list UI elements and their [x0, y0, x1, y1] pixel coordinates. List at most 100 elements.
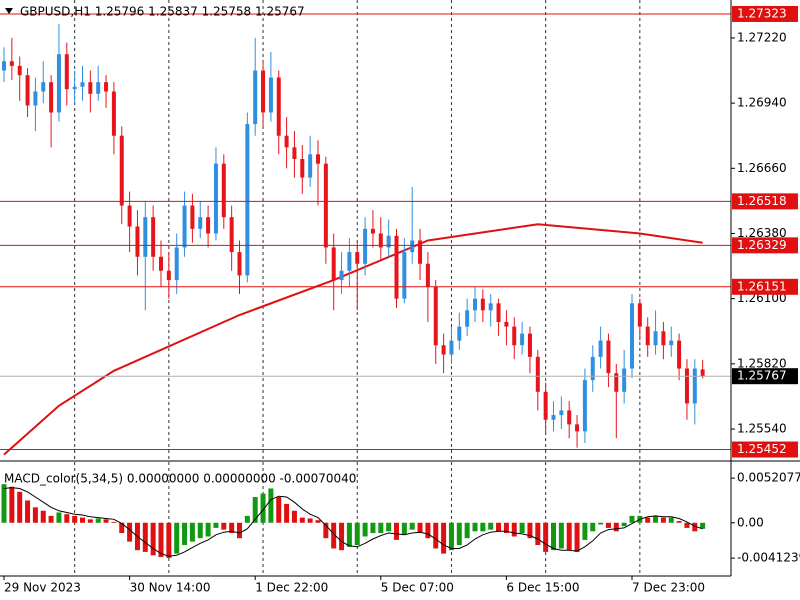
price-level-tag [732, 193, 798, 210]
macd-bar [291, 510, 297, 523]
candle-body [535, 356, 540, 392]
macd-bar [448, 522, 454, 551]
candle-body [355, 252, 360, 264]
y-tick-label: 1.26380 [737, 226, 787, 240]
macd-bar [511, 522, 517, 537]
price-panel: 1.272201.269401.266601.263801.261001.258… [0, 5, 798, 458]
candle-body [590, 356, 595, 381]
macd-bar [582, 522, 588, 540]
candle-body [292, 147, 297, 159]
macd-bar [252, 497, 258, 523]
macd-bar [668, 517, 674, 523]
candle-body [159, 256, 163, 271]
last-price-label: 1.25767 [737, 369, 787, 383]
macd-bar [142, 522, 148, 552]
candle-body [567, 410, 572, 425]
candle-body [614, 373, 619, 392]
candle-body [347, 252, 352, 271]
macd-bar [472, 522, 478, 532]
macd-bar [409, 522, 415, 530]
macd-bar [339, 522, 345, 551]
candle-body [700, 369, 705, 377]
candle-body [104, 82, 109, 92]
collapse-icon[interactable] [5, 8, 13, 14]
candle-body [49, 82, 54, 113]
candle-body [504, 321, 509, 327]
macd-bar [103, 519, 109, 523]
candle-body [441, 345, 446, 355]
price-level-tag [732, 441, 798, 458]
macd-bar [237, 522, 242, 539]
candle-body [622, 368, 627, 392]
candle-body [653, 331, 658, 346]
macd-bar [401, 522, 407, 535]
macd-bar [95, 518, 101, 523]
candle-body [119, 135, 124, 206]
candle-body [268, 77, 273, 113]
candle-body [473, 298, 477, 311]
macd-bar [417, 522, 423, 534]
macd-bar [590, 522, 596, 532]
macd-bar [189, 522, 195, 542]
macd-panel: 0.0052077 0.00 -0.0041239 29 Nov 2023 30 Nov… [1, 471, 800, 595]
macd-bar [551, 522, 556, 551]
candle-body [692, 368, 697, 404]
macd-bar [519, 522, 525, 534]
macd-bar [229, 522, 235, 534]
candle-body [551, 415, 556, 420]
macd-bar [182, 522, 188, 546]
candle-body [410, 240, 415, 253]
macd-bar [221, 522, 227, 530]
macd-bar [276, 497, 282, 523]
macd-bar [346, 522, 352, 547]
price-level-tag [732, 278, 798, 295]
candle-body [684, 368, 689, 404]
macd-bar [535, 522, 541, 546]
candle-body [166, 270, 171, 281]
macd-bar [645, 517, 651, 523]
candle-body [386, 235, 391, 248]
macd-bar [244, 515, 250, 523]
candle-body [316, 154, 320, 164]
candle-body [261, 70, 266, 113]
macd-bar [441, 522, 447, 554]
macd-bar [158, 522, 164, 558]
candle-body [284, 135, 289, 148]
candle-body [520, 333, 525, 346]
macd-bar [527, 522, 533, 539]
candle-body [9, 61, 14, 66]
macd-bar [456, 522, 462, 546]
x-tick-label: 6 Dec 15:00 [506, 581, 579, 595]
candle-body [229, 217, 234, 253]
macd-bar [323, 522, 329, 539]
price-level-label: 1.26518 [737, 194, 787, 208]
candle-body [143, 217, 148, 257]
macd-bar [64, 514, 70, 523]
candle-body [64, 54, 69, 90]
candle-body [425, 263, 430, 288]
x-tick-label: 29 Nov 2023 [4, 581, 81, 595]
candle-body [575, 424, 580, 432]
candle-body [182, 205, 187, 248]
candle-body [630, 303, 634, 369]
candle-body [300, 158, 305, 178]
last-price-tag [732, 368, 798, 385]
macd-bar [378, 522, 384, 534]
macd-bar [496, 522, 502, 532]
candle-body [645, 326, 650, 346]
price-level-tag [732, 5, 798, 22]
candle-body [559, 410, 564, 416]
y-tick-label: 1.27220 [737, 30, 787, 44]
price-level-label: 1.27323 [737, 6, 787, 20]
y-tick-label: 1.26660 [737, 161, 787, 175]
candle-body [111, 91, 116, 136]
macd-bar [260, 493, 266, 523]
candle-body [245, 124, 250, 276]
y-tick-label: 1.26940 [737, 96, 787, 110]
candle-body [323, 163, 328, 248]
candle-body [488, 303, 493, 311]
macd-bar [653, 515, 659, 523]
candle-body [198, 217, 203, 229]
